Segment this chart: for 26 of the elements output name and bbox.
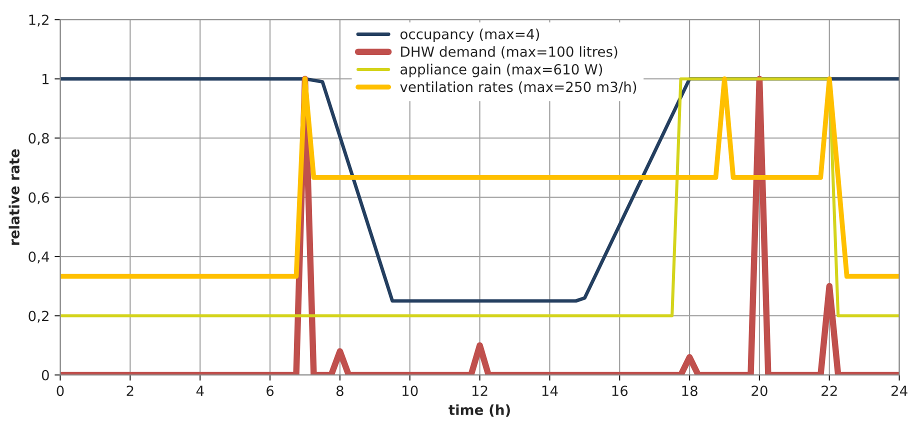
- x-tick-label: 22: [822, 386, 837, 396]
- y-tick-label: 0,8: [28, 133, 49, 145]
- x-tick-label: 2: [126, 386, 134, 396]
- y-axis-title: relative rate: [8, 149, 20, 245]
- legend-label: ventilation rates (max=250 m3/h): [400, 81, 636, 94]
- x-tick-label: 10: [402, 386, 418, 396]
- y-tick-label: 1,2: [29, 14, 48, 27]
- legend-label: occupancy (max=4): [400, 28, 540, 42]
- x-tick-label: 4: [196, 386, 204, 396]
- y-tick-label: 0: [42, 370, 49, 380]
- x-tick-label: 16: [612, 386, 628, 396]
- x-tick-label: 24: [891, 386, 908, 396]
- x-tick-label: 12: [472, 386, 488, 396]
- x-tick-label: 20: [752, 386, 768, 396]
- y-tick-label: 0,6: [28, 192, 49, 204]
- x-axis-title: time (h): [448, 404, 510, 417]
- x-tick-label: 6: [266, 386, 274, 396]
- x-tick-label: 8: [336, 386, 344, 396]
- legend-label: appliance gain (max=610 W): [400, 64, 602, 78]
- x-tick-label: 0: [56, 386, 64, 396]
- y-tick-label: 1: [42, 74, 49, 84]
- y-tick-label: 0,4: [28, 251, 50, 264]
- x-tick-label: 14: [542, 386, 558, 396]
- y-tick-label: 0,2: [28, 310, 48, 323]
- x-tick-label: 18: [682, 386, 698, 396]
- legend-label: DHW demand (max=100 litres): [401, 46, 618, 59]
